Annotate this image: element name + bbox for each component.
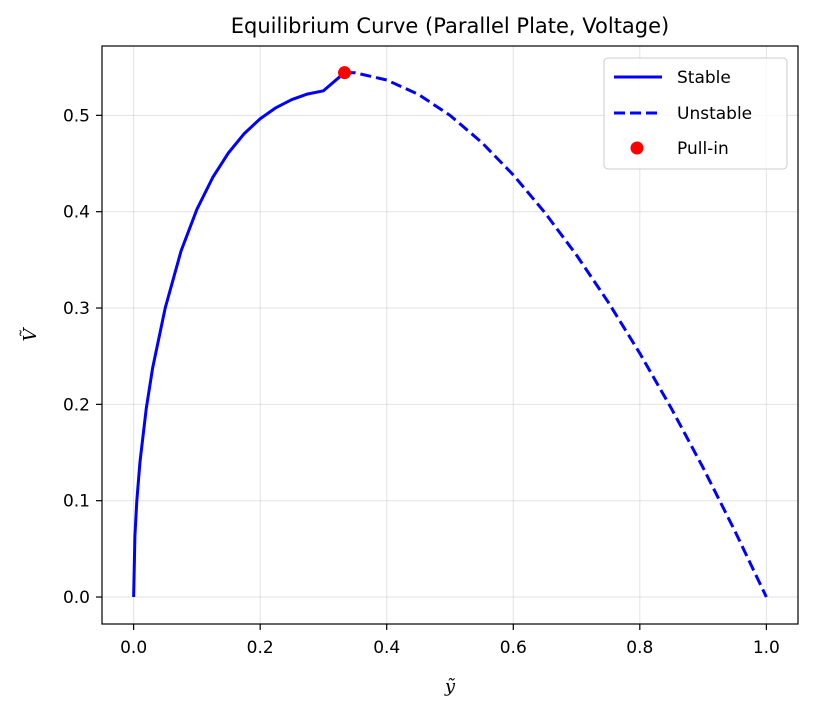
x-tick-label: 1.0 — [753, 638, 780, 658]
x-tick-label: 0.4 — [373, 638, 400, 658]
y-axis-label: Ṽ — [19, 327, 41, 342]
plot-frame — [101, 45, 799, 625]
unstable-series-line — [344, 71, 768, 598]
legend-box — [603, 57, 788, 170]
x-axis-label: ỹ — [444, 676, 456, 697]
legend-label-pullin: Pull-in — [677, 139, 729, 159]
legend: Stable Unstable Pull-in — [603, 57, 788, 170]
x-tick-label: 0.0 — [120, 638, 147, 658]
legend-label-unstable: Unstable — [677, 104, 752, 124]
y-tick-label: 0.2 — [63, 395, 90, 415]
grid — [102, 46, 798, 624]
x-tick-label: 0.8 — [626, 638, 653, 658]
legend-pullin-marker — [630, 141, 644, 155]
y-tick-label: 0.5 — [63, 106, 90, 126]
x-tick-label: 0.2 — [247, 638, 274, 658]
stable-series-line — [132, 71, 346, 598]
ticks: 0.0 0.2 0.4 0.6 0.8 1.0 0.0 0.1 0.2 0.3 0.4 0.5 — [63, 106, 780, 658]
x-tick-label: 0.6 — [500, 638, 527, 658]
chart-title: Equilibrium Curve (Parallel Plate, Volta… — [231, 14, 670, 38]
pull-in-point — [338, 66, 352, 80]
y-tick-label: 0.4 — [63, 203, 90, 223]
legend-label-stable: Stable — [677, 68, 731, 88]
y-tick-label: 0.3 — [63, 299, 90, 319]
y-tick-label: 0.1 — [63, 492, 90, 512]
y-tick-label: 0.0 — [63, 588, 90, 608]
series-layer — [132, 66, 768, 598]
